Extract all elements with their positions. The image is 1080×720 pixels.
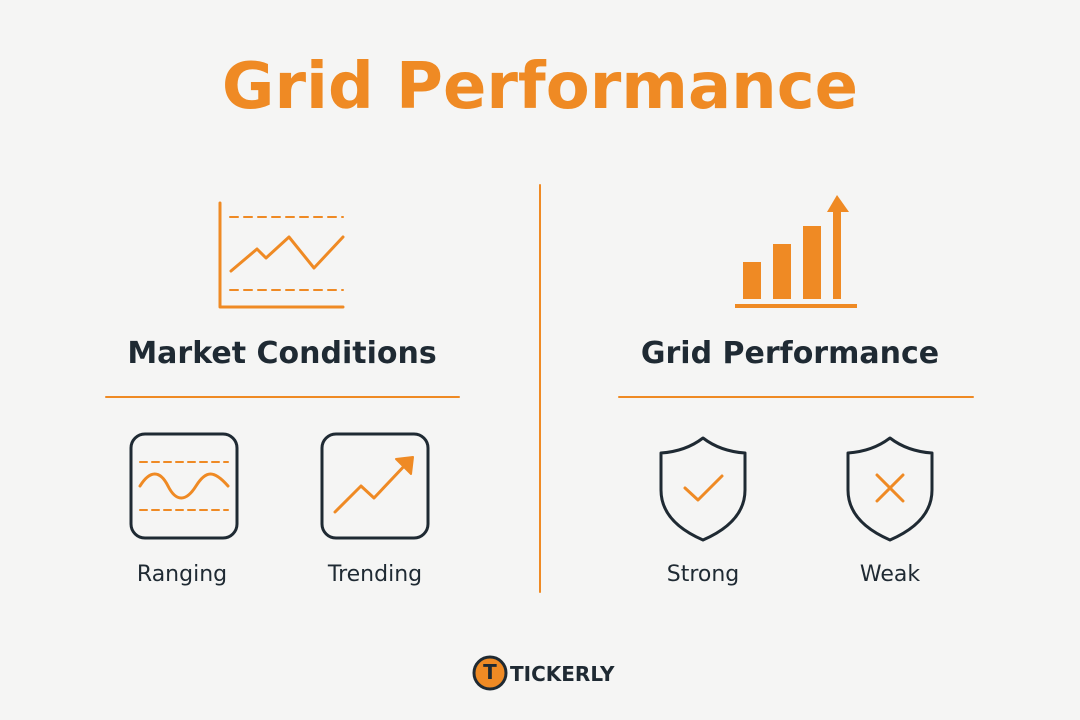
title: Grid Performance <box>221 50 859 124</box>
bars-icon <box>735 195 857 308</box>
chart-icon <box>218 201 345 309</box>
heading: Market Conditions <box>127 336 437 371</box>
logo-letter: T <box>483 660 497 684</box>
brand: TICKERLY <box>510 662 615 686</box>
ranging-icon <box>129 432 239 540</box>
label: Trending <box>327 562 423 587</box>
strong-icon <box>659 436 747 542</box>
weak-icon <box>846 436 934 542</box>
trending-icon <box>320 432 430 540</box>
heading: Grid Performance <box>640 336 940 371</box>
label: Weak <box>859 562 921 587</box>
label: Ranging <box>136 562 228 587</box>
logo <box>472 655 508 691</box>
label: Strong <box>666 562 740 587</box>
